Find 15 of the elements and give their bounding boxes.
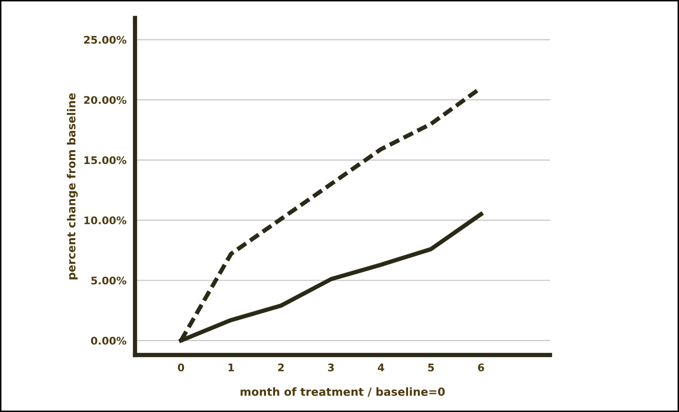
x-tick-label: 2 [278,364,284,372]
x-tick-label: 6 [478,364,484,372]
y-tick-label: 5.00% [91,276,126,284]
x-axis-title: month of treatment / baseline=0 [240,387,445,397]
y-tick-label: 20.00% [84,96,126,104]
y-axis-title: percent change from baseline [66,93,78,280]
y-tick-label: 10.00% [84,216,126,224]
x-tick-label: 5 [428,364,434,372]
y-tick-label: 25.00% [84,36,126,44]
y-tick-label: 15.00% [84,156,126,164]
x-tick-label: 0 [178,364,184,372]
x-tick-label: 1 [228,364,234,372]
x-tick-label: 4 [378,364,384,372]
x-tick-label: 3 [328,364,334,372]
y-tick-label: 0.00% [91,336,126,345]
